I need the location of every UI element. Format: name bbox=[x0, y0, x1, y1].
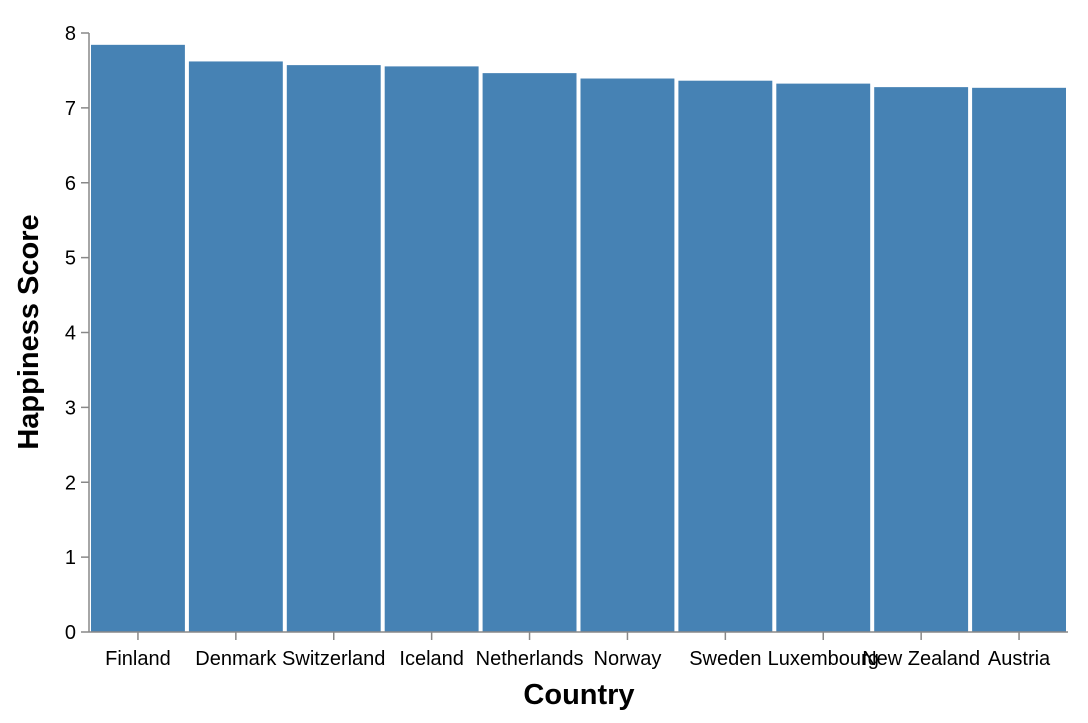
y-tick-label: 4 bbox=[65, 323, 76, 345]
x-tick-label: Sweden bbox=[689, 648, 761, 670]
y-tick-label: 1 bbox=[65, 547, 76, 569]
x-tick-label: Finland bbox=[105, 648, 171, 670]
x-tick-label: Denmark bbox=[195, 648, 277, 670]
bar-switzerland bbox=[286, 65, 381, 633]
bar-new-zealand bbox=[874, 87, 969, 632]
bars-layer bbox=[91, 44, 1066, 633]
bar-iceland bbox=[384, 66, 479, 632]
y-tick-label: 2 bbox=[65, 472, 76, 494]
y-tick-label: 6 bbox=[65, 173, 76, 195]
x-axis-title: Country bbox=[523, 679, 634, 711]
bar-luxembourg bbox=[776, 83, 871, 633]
bar-netherlands bbox=[482, 73, 577, 632]
bar-sweden bbox=[678, 80, 773, 632]
y-tick-label: 7 bbox=[65, 98, 76, 120]
y-tick-label: 3 bbox=[65, 397, 76, 419]
x-tick-label: Netherlands bbox=[476, 648, 584, 670]
y-axis-title: Happiness Score bbox=[13, 214, 45, 449]
x-tick-label: Iceland bbox=[399, 648, 464, 670]
y-axis: 0 1 2 3 4 5 6 7 8 bbox=[65, 23, 90, 644]
x-tick-label: Luxembourg bbox=[768, 648, 879, 670]
x-tick-label: Norway bbox=[594, 648, 662, 670]
y-tick-label: 5 bbox=[65, 248, 76, 270]
x-tick-label: Austria bbox=[988, 648, 1051, 670]
x-tick-label: New Zealand bbox=[862, 648, 980, 670]
y-tick-label: 0 bbox=[65, 622, 76, 644]
bar-norway bbox=[580, 78, 675, 632]
bar-austria bbox=[972, 87, 1066, 632]
x-axis: Finland Denmark Switzerland Iceland Netherla… bbox=[89, 631, 1068, 670]
x-tick-label: Switzerland bbox=[282, 648, 385, 670]
bar-finland bbox=[91, 44, 185, 632]
bar-denmark bbox=[188, 61, 283, 632]
y-tick-label: 8 bbox=[65, 23, 76, 45]
